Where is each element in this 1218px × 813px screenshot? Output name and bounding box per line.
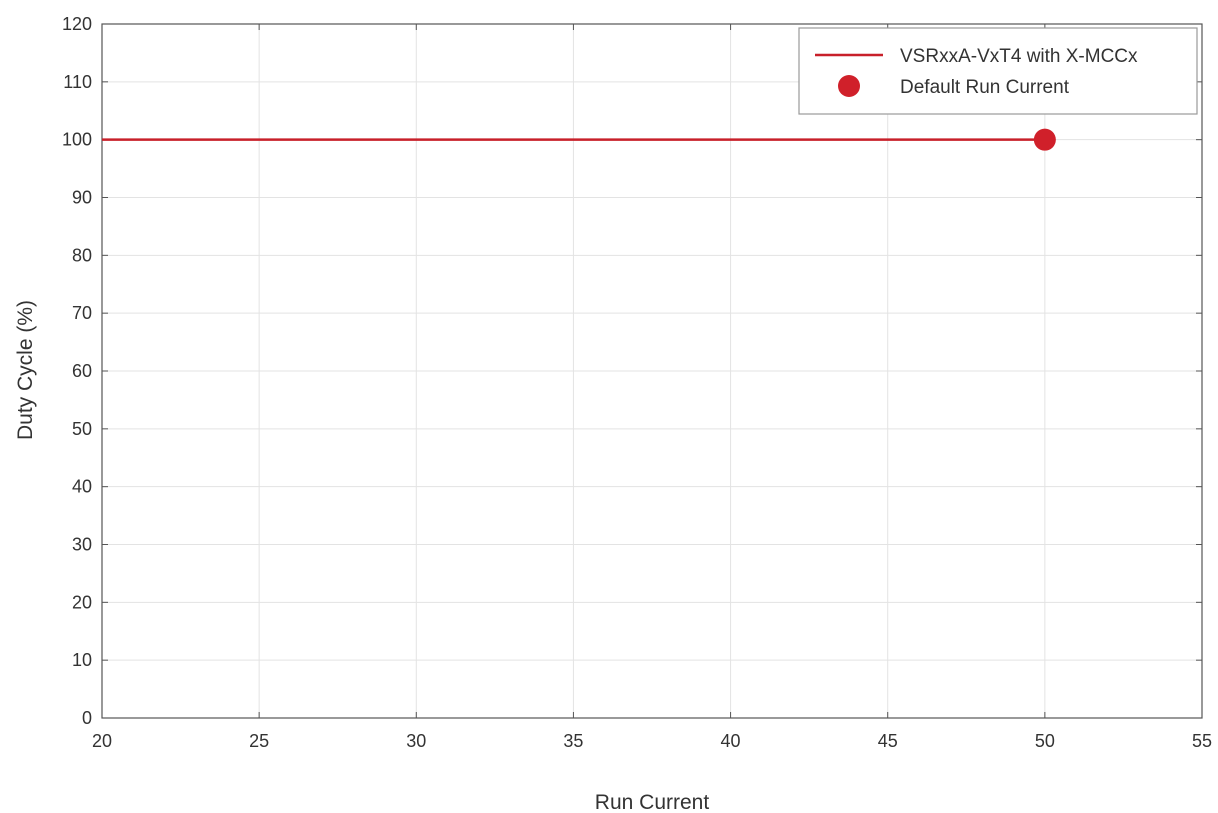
y-axis-title: Duty Cycle (%) xyxy=(14,300,37,440)
y-tick-label: 120 xyxy=(62,14,92,34)
y-tick-label: 90 xyxy=(72,188,92,208)
y-tick-label: 40 xyxy=(72,477,92,497)
x-tick-label: 55 xyxy=(1192,731,1212,751)
y-tick-label: 100 xyxy=(62,130,92,150)
x-tick-label: 35 xyxy=(563,731,583,751)
x-axis-title: Run Current xyxy=(595,791,710,813)
legend-marker-swatch xyxy=(838,75,860,97)
x-tick-label: 20 xyxy=(92,731,112,751)
legend-box xyxy=(798,27,1198,115)
legend-label-line-series: VSRxxA-VxT4 with X-MCCx xyxy=(900,46,1138,67)
y-tick-label: 70 xyxy=(72,303,92,323)
legend-label-marker-series: Default Run Current xyxy=(900,77,1070,98)
y-tick-label: 80 xyxy=(72,245,92,265)
y-tick-label: 30 xyxy=(72,535,92,555)
plot-series xyxy=(102,128,1056,151)
x-tick-label: 50 xyxy=(1035,731,1055,751)
y-tick-label: 10 xyxy=(72,650,92,670)
x-tick-label: 30 xyxy=(406,731,426,751)
y-tick-label: 0 xyxy=(82,708,92,728)
legend: VSRxxA-VxT4 with X-MCCx Default Run Curr… xyxy=(798,27,1198,115)
y-axis-ticks: 0 10 20 30 40 50 60 70 80 90 100 110 120 xyxy=(62,14,1202,728)
x-tick-label: 45 xyxy=(878,731,898,751)
data-point-default-run-current xyxy=(1033,128,1056,151)
y-tick-label: 60 xyxy=(72,361,92,381)
x-tick-label: 25 xyxy=(249,731,269,751)
x-tick-label: 40 xyxy=(721,731,741,751)
grid-lines xyxy=(102,24,1202,718)
y-tick-label: 20 xyxy=(72,592,92,612)
y-tick-label: 110 xyxy=(63,72,92,92)
y-tick-label: 50 xyxy=(72,419,92,439)
x-axis-ticks: 20 25 30 35 40 45 50 55 xyxy=(92,24,1212,751)
